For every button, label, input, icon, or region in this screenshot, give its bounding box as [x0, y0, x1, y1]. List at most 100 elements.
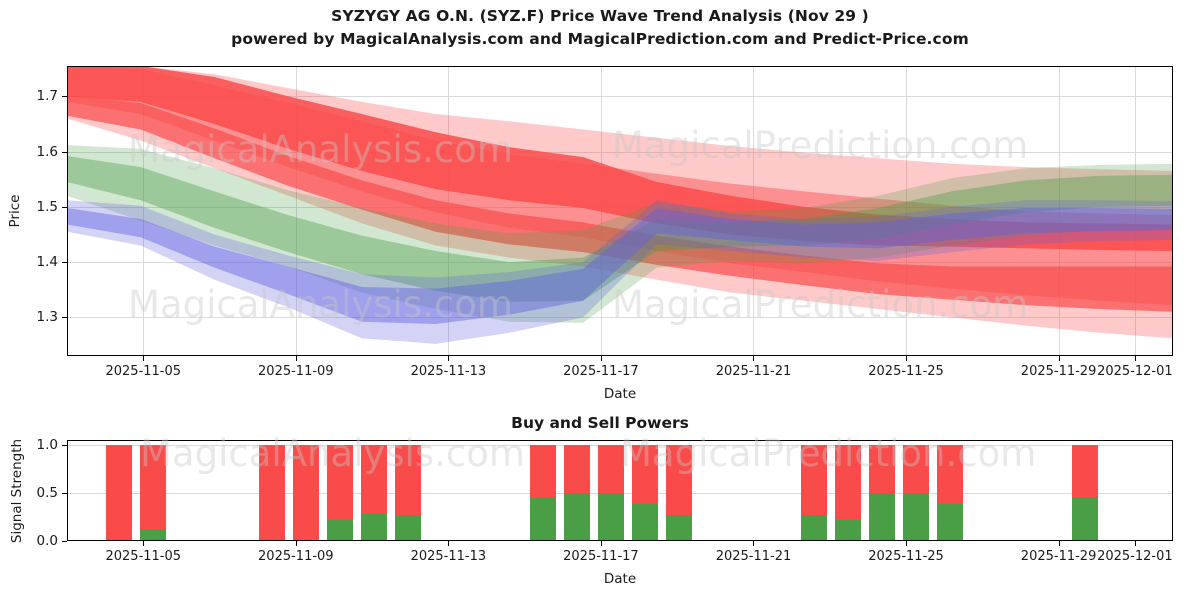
gridline-h: [67, 262, 1173, 264]
band-green-band-mid: [67, 156, 1173, 302]
buy-power-segment: [598, 492, 624, 541]
power-bar: [903, 444, 929, 541]
x-tick: [753, 541, 755, 546]
band-blue-band-inner: [67, 207, 1173, 324]
sell-power-segment: [395, 444, 421, 516]
sell-power-segment: [140, 444, 166, 530]
band-red-band-lower: [67, 95, 1173, 312]
sell-power-segment: [530, 444, 556, 498]
x-tick: [1134, 541, 1136, 546]
buy-power-segment: [395, 515, 421, 541]
band-blue-band-outer: [67, 200, 1173, 344]
buy-power-segment: [666, 515, 692, 541]
x-tick-label: 2025-11-29: [1020, 364, 1097, 379]
power-bar: [801, 444, 827, 541]
sell-power-segment: [361, 444, 387, 515]
sell-power-segment: [632, 444, 658, 504]
power-bar: [106, 444, 132, 541]
x-tick-label: 2025-12-01: [1097, 364, 1173, 379]
y-tick-label: 1.6: [36, 143, 58, 160]
band-green-band-outer: [67, 144, 1173, 323]
power-bar: [361, 444, 387, 541]
y-tick-label: 0.0: [36, 533, 58, 549]
price-x-axis-title: Date: [603, 386, 637, 402]
buy-power-segment: [530, 497, 556, 541]
power-bar: [293, 444, 319, 541]
y-tick: [62, 96, 67, 98]
power-bar: [1072, 444, 1098, 541]
figure-title-line1: SYZYGY AG O.N. (SYZ.F) Price Wave Trend …: [331, 7, 869, 25]
x-tick-label: 2025-11-09: [258, 549, 334, 564]
power-chart-panel: 0.0 0.5 1.0 2025-11-05 2025-11-09 2025-11-13…: [9, 437, 1173, 587]
sell-power-segment: [598, 444, 624, 493]
power-chart-title: Buy and Sell Powers: [511, 414, 689, 432]
sell-power-segment: [1072, 444, 1098, 497]
buy-power-segment: [327, 519, 353, 541]
y-tick-label: 1.0: [36, 436, 58, 453]
power-bar: [140, 444, 166, 541]
band-red-band-inner: [67, 66, 1173, 252]
x-tick: [295, 356, 297, 361]
power-bar: [530, 444, 556, 541]
power-bar: [564, 444, 590, 541]
buy-power-segment: [937, 503, 963, 541]
power-bar: [666, 444, 692, 541]
y-tick: [62, 492, 67, 494]
power-y-axis-title: Signal Strength: [9, 438, 25, 543]
power-bar: [632, 444, 658, 541]
sell-power-segment: [293, 444, 319, 541]
sell-power-segment: [835, 444, 861, 520]
power-bar: [395, 444, 421, 541]
x-tick-label: 2025-11-05: [105, 364, 182, 379]
y-tick-label: 1.3: [36, 309, 58, 326]
x-tick-label: 2025-11-25: [868, 549, 944, 564]
x-tick: [1134, 356, 1136, 361]
x-tick: [448, 356, 450, 361]
y-tick-label: 1.4: [36, 254, 58, 271]
x-tick: [906, 356, 908, 361]
y-tick: [62, 317, 67, 319]
x-tick-label: 2025-11-09: [258, 364, 334, 379]
x-tick-label: 2025-11-05: [105, 549, 182, 564]
x-tick: [1058, 541, 1060, 546]
x-tick: [143, 356, 145, 361]
x-tick-label: 2025-11-21: [715, 549, 792, 564]
y-tick-label: 1.5: [36, 198, 58, 215]
gridline-h: [67, 317, 1173, 319]
x-tick: [600, 356, 602, 361]
sell-power-segment: [801, 444, 827, 516]
x-tick-label: 2025-11-29: [1020, 549, 1097, 564]
power-bar: [937, 444, 963, 541]
gridline-v: [1058, 66, 1060, 356]
gridline-v: [1134, 66, 1136, 356]
buy-power-segment: [361, 514, 387, 541]
x-tick: [600, 541, 602, 546]
buy-power-segment: [835, 519, 861, 541]
sell-power-segment: [259, 444, 285, 541]
x-tick-label: 2025-11-17: [563, 364, 639, 379]
gridline-h: [67, 151, 1173, 153]
y-tick: [62, 444, 67, 446]
y-tick-label: 1.7: [36, 88, 58, 105]
buy-power-segment: [564, 492, 590, 541]
price-y-axis-title: Price: [7, 194, 23, 228]
buy-power-segment: [1072, 496, 1098, 541]
sell-power-segment: [937, 444, 963, 504]
x-tick: [295, 541, 297, 546]
gridline-h: [67, 96, 1173, 98]
sell-power-segment: [106, 444, 132, 541]
y-tick: [62, 206, 67, 208]
sell-power-segment: [327, 444, 353, 520]
price-wave-bands: [67, 66, 1173, 344]
power-bar: [327, 444, 353, 541]
y-tick: [62, 151, 67, 153]
x-tick-label: 2025-11-13: [410, 364, 487, 379]
buy-power-segment: [869, 492, 895, 541]
power-bar: [835, 444, 861, 541]
sell-power-segment: [564, 444, 590, 493]
x-tick-label: 2025-11-13: [410, 549, 487, 564]
gridline-v: [906, 66, 908, 356]
figure-title-line2: powered by MagicalAnalysis.com and Magic…: [231, 30, 969, 48]
price-plot-area: [67, 66, 1173, 356]
